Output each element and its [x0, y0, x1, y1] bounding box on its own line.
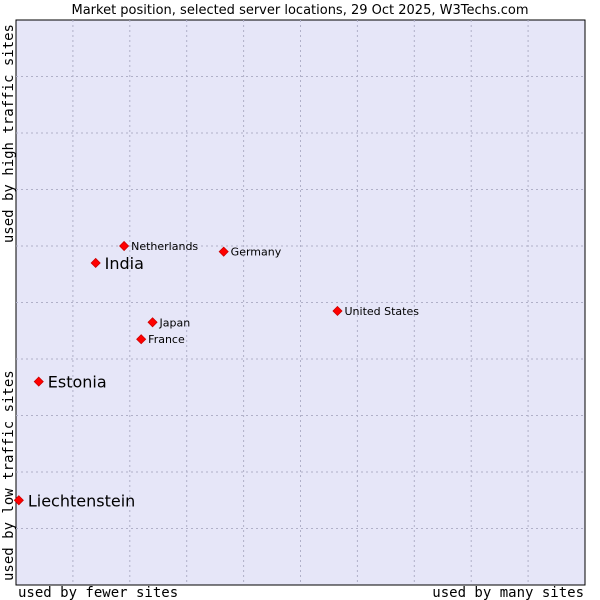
point-marker-france — [136, 334, 147, 345]
point-france: France — [136, 333, 185, 346]
point-label-japan: Japan — [159, 316, 191, 329]
point-germany: Germany — [218, 246, 282, 259]
data-points: Netherlands Germany India United States Japa… — [13, 240, 419, 510]
point-marker-germany — [218, 246, 229, 257]
y-axis-label-high: used by high traffic sites — [1, 24, 17, 243]
grid-lines — [16, 20, 585, 585]
point-netherlands: Netherlands — [119, 240, 198, 253]
point-label-liechtenstein: Liechtenstein — [28, 491, 135, 510]
point-label-united-states: United States — [344, 305, 419, 318]
point-estonia: Estonia — [33, 373, 107, 392]
point-marker-estonia — [33, 376, 44, 387]
point-label-france: France — [148, 333, 185, 346]
point-marker-netherlands — [119, 240, 130, 252]
point-marker-liechtenstein — [13, 495, 24, 506]
chart-title: Market position, selected server locatio… — [71, 3, 528, 18]
point-label-india: India — [105, 254, 144, 273]
point-label-netherlands: Netherlands — [131, 240, 198, 253]
point-marker-japan — [147, 317, 158, 328]
point-india: India — [90, 254, 144, 273]
x-axis-label-low: used by fewer sites — [18, 585, 178, 600]
x-axis-label-high: used by many sites — [432, 585, 584, 600]
point-japan: Japan — [147, 316, 191, 329]
point-united-states: United States — [332, 305, 419, 318]
point-label-germany: Germany — [231, 246, 282, 259]
point-label-estonia: Estonia — [48, 373, 107, 392]
point-marker-united-states — [332, 305, 343, 317]
y-axis-label-low: used by low traffic sites — [1, 370, 17, 581]
point-liechtenstein: Liechtenstein — [13, 491, 135, 510]
point-marker-india — [90, 257, 101, 269]
